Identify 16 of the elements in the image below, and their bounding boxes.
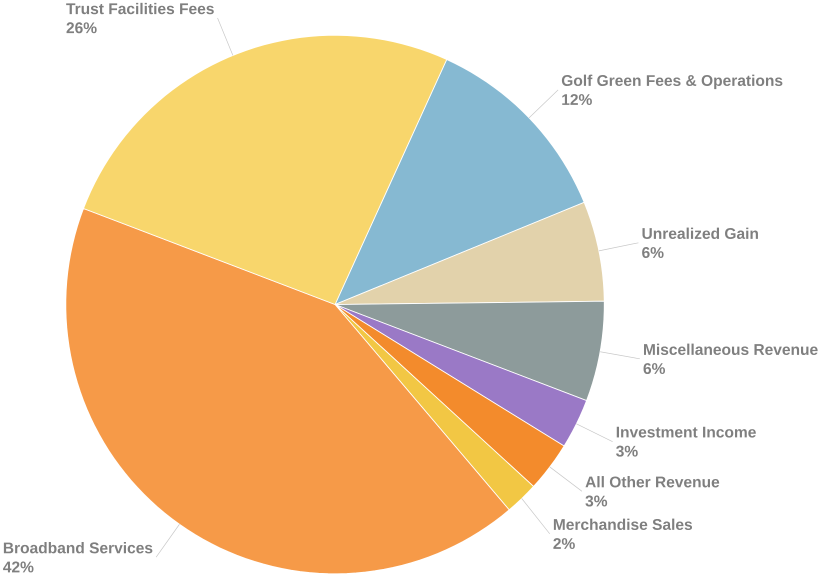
slice-label: Miscellaneous Revenue	[644, 343, 818, 355]
data-label: 26%	[66, 22, 97, 34]
data-label: 6%	[644, 362, 666, 374]
slice-label: Trust Facilities Fees	[66, 2, 214, 14]
data-label: 42%	[3, 561, 34, 572]
data-label: 3%	[585, 495, 608, 506]
data-label: 3%	[616, 446, 638, 457]
slice-label: Merchandise Sales	[554, 518, 692, 530]
slice-label: Golf Green Fees & Operations	[562, 74, 782, 89]
slice-label: Investment Income	[616, 426, 756, 438]
data-label: 2%	[553, 538, 575, 549]
data-label: 12%	[562, 94, 592, 105]
slice-label: Unrealized Gain	[642, 227, 758, 239]
slice-label: Broadband Services	[4, 542, 152, 554]
slice-label: All Other Revenue	[585, 476, 720, 488]
data-label: 6%	[642, 246, 664, 258]
